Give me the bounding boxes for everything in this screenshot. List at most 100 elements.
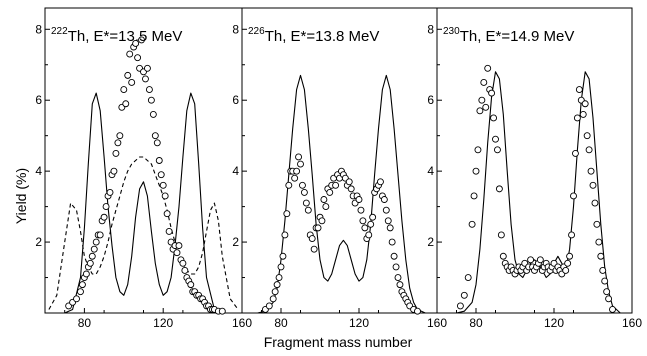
- x-tick-label: 120: [153, 316, 173, 330]
- data-point: [595, 238, 603, 246]
- data-point: [492, 135, 499, 143]
- data-point: [568, 231, 575, 239]
- data-point: [138, 36, 145, 44]
- series-dashed-curve: [48, 156, 239, 310]
- data-point: [536, 256, 544, 264]
- x-tick-label: 160: [427, 316, 447, 330]
- data-point: [159, 181, 167, 189]
- x-tick-label: 160: [232, 316, 252, 330]
- data-point: [388, 238, 396, 246]
- data-point: [380, 196, 388, 203]
- data-point: [114, 139, 122, 147]
- data-point: [570, 192, 577, 200]
- data-point: [609, 306, 616, 313]
- data-point: [291, 174, 299, 182]
- data-point: [359, 217, 367, 225]
- chart-panels: 80 120 160 2 4 6 8 222Th, E*=13.5 MeV 80 120 160 2 4…: [35, 7, 642, 330]
- y-tick-label: 4: [232, 164, 239, 178]
- data-point: [480, 79, 488, 86]
- data-point: [151, 132, 159, 140]
- data-point: [365, 231, 373, 239]
- data-point: [470, 192, 478, 200]
- data-point: [120, 86, 128, 94]
- y-tick-label: 8: [427, 22, 434, 36]
- data-point: [277, 263, 285, 271]
- data-point: [299, 181, 306, 189]
- y-tick-label: 6: [35, 93, 42, 107]
- data-point: [116, 132, 124, 140]
- data-point: [145, 86, 153, 94]
- data-point: [124, 71, 132, 79]
- data-point: [110, 167, 118, 175]
- data-point: [181, 266, 189, 274]
- data-point: [587, 167, 595, 175]
- panel-title: 222Th, E*=13.5 MeV: [51, 26, 182, 45]
- data-point: [573, 114, 581, 122]
- data-point: [157, 171, 165, 179]
- panel-title-text: Th, E*=13.8 MeV: [265, 28, 380, 45]
- data-point: [460, 291, 468, 299]
- data-point: [100, 213, 108, 221]
- data-point: [295, 153, 302, 161]
- panel-title-text: Th, E*=13.5 MeV: [68, 28, 183, 45]
- panel-2: 80 120 160 2 4 6 8 226Th, E*=13.8 MeV: [232, 7, 447, 330]
- data-point: [581, 100, 589, 108]
- data-point: [583, 132, 591, 140]
- data-point: [347, 185, 355, 193]
- data-point: [187, 281, 195, 289]
- data-point: [218, 307, 226, 315]
- data-point: [603, 288, 611, 296]
- data-point: [310, 245, 318, 253]
- data-point: [304, 206, 312, 214]
- data-point: [149, 110, 157, 118]
- data-point: [142, 75, 149, 83]
- data-point: [474, 146, 482, 154]
- data-point: [134, 54, 142, 62]
- data-point: [384, 217, 392, 225]
- data-point: [564, 259, 572, 267]
- panel-title-mass: 230: [443, 26, 460, 37]
- data-point: [275, 274, 283, 281]
- data-point: [605, 295, 613, 303]
- data-point: [82, 270, 90, 278]
- data-point: [73, 295, 80, 303]
- x-tick-label: 80: [78, 316, 92, 330]
- data-point: [495, 185, 503, 193]
- data-point: [589, 181, 597, 189]
- data-point: [279, 252, 287, 260]
- data-point: [390, 252, 398, 260]
- data-point: [271, 288, 279, 296]
- data-point: [345, 178, 353, 186]
- data-point: [484, 64, 492, 72]
- data-point: [562, 266, 570, 274]
- data-point: [318, 217, 326, 225]
- data-point: [128, 79, 136, 86]
- y-tick-label: 2: [427, 235, 434, 249]
- data-point: [175, 242, 183, 250]
- data-point: [468, 220, 476, 228]
- data-point: [122, 100, 130, 108]
- data-point: [265, 302, 273, 310]
- data-point: [163, 210, 171, 218]
- data-point: [302, 199, 310, 207]
- data-point: [367, 220, 375, 228]
- data-point: [300, 188, 308, 196]
- data-point: [382, 206, 390, 214]
- data-point: [601, 277, 609, 285]
- data-point: [476, 107, 484, 115]
- data-point: [102, 203, 110, 211]
- series-experimental-points: [65, 36, 226, 315]
- y-tick-label: 6: [232, 93, 239, 107]
- data-point: [478, 96, 486, 104]
- data-point: [357, 206, 365, 214]
- y-tick-label: 4: [427, 164, 434, 178]
- data-point: [86, 259, 94, 267]
- data-point: [361, 224, 369, 232]
- data-point: [497, 231, 505, 239]
- data-point: [599, 266, 607, 274]
- data-point: [326, 188, 334, 196]
- data-point: [585, 146, 593, 154]
- data-point: [92, 238, 100, 246]
- panel-title: 230Th, E*=14.9 MeV: [443, 26, 574, 45]
